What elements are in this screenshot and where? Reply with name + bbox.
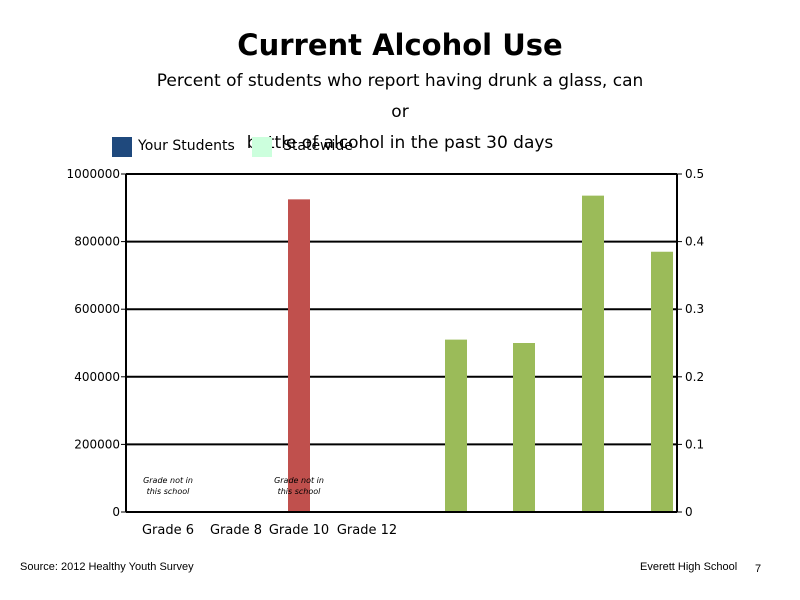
source-note: Source: 2012 Healthy Youth Survey bbox=[20, 561, 194, 573]
right-tick-label-2: 0.2 bbox=[685, 370, 704, 384]
legend-label-your-students: Your Students bbox=[138, 138, 235, 154]
annotation-0-line1: Grade not in bbox=[143, 476, 193, 485]
left-tick-label-5: 1000000 bbox=[67, 167, 120, 181]
left-tick-label-4: 800000 bbox=[74, 235, 120, 249]
legend-swatch-your-students bbox=[112, 137, 132, 157]
annotation-1-line1: Grade not in bbox=[274, 476, 324, 485]
bar-series2-grade-8 bbox=[513, 343, 535, 512]
bar-series2-grade-6 bbox=[445, 339, 467, 512]
bar-series2-grade-10 bbox=[582, 195, 604, 512]
page-number: 7 bbox=[755, 563, 762, 575]
legend-label-statewide: Statewide bbox=[283, 138, 353, 154]
annotation-0-line2: this school bbox=[147, 487, 191, 496]
legend-swatch-statewide bbox=[252, 137, 272, 157]
right-tick-label-1: 0.1 bbox=[685, 437, 704, 451]
left-tick-label-1: 200000 bbox=[74, 437, 120, 451]
x-tick-label-grade-10: Grade 10 bbox=[269, 523, 329, 538]
right-tick-label-0: 0 bbox=[685, 505, 693, 519]
annotation-1-line2: this school bbox=[278, 487, 322, 496]
right-tick-label-5: 0.5 bbox=[685, 167, 704, 181]
school-name: Everett High School bbox=[640, 561, 738, 573]
x-tick-label-grade-8: Grade 8 bbox=[210, 523, 262, 538]
left-tick-label-2: 400000 bbox=[74, 370, 120, 384]
x-tick-label-grade-12: Grade 12 bbox=[337, 523, 397, 538]
right-tick-label-3: 0.3 bbox=[685, 302, 704, 316]
left-tick-label-0: 0 bbox=[112, 505, 120, 519]
subtitle-line-2: bottle of alcohol in the past 30 days bbox=[246, 133, 554, 153]
right-tick-label-4: 0.4 bbox=[685, 235, 704, 249]
chart-subtitle: Percent of students who report having dr… bbox=[150, 66, 650, 159]
x-tick-label-grade-6: Grade 6 bbox=[142, 523, 194, 538]
subtitle-line-1: Percent of students who report having dr… bbox=[156, 71, 644, 122]
bar-series1-grade-10 bbox=[288, 199, 310, 512]
left-tick-label-3: 600000 bbox=[74, 302, 120, 316]
bar-series2-grade-12 bbox=[651, 251, 673, 513]
chart-title: Current Alcohol Use bbox=[237, 28, 563, 62]
